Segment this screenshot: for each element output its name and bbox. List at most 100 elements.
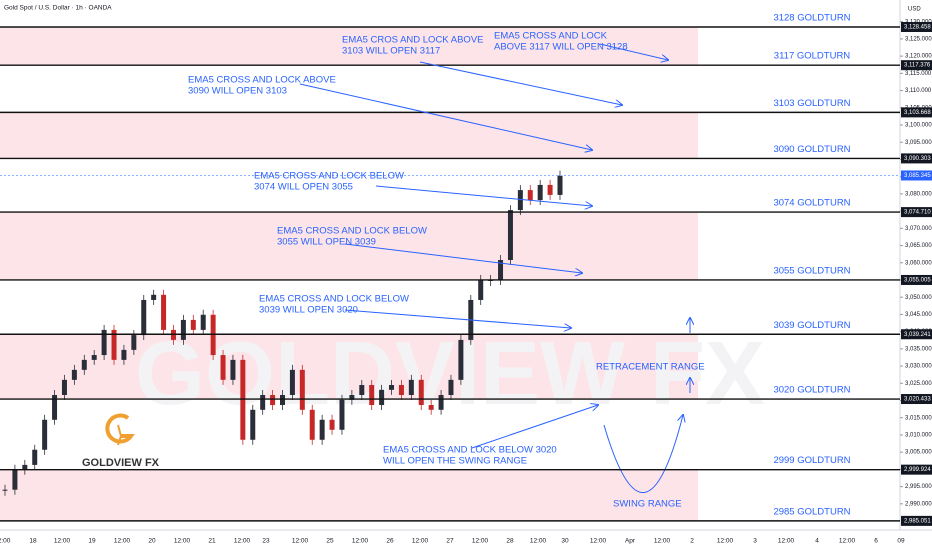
candle: [52, 395, 58, 420]
candle: [101, 329, 107, 356]
candle: [61, 379, 67, 396]
level-box: [901, 60, 932, 71]
candle: [71, 369, 77, 380]
y-tick-label: 3,045.000: [905, 312, 932, 318]
annotation: EMA5 CROSS AND LOCK BELOW: [277, 226, 427, 237]
candle: [280, 395, 285, 405]
candle: [289, 369, 295, 396]
candle: [32, 449, 38, 465]
x-tick-label: 28: [506, 538, 514, 545]
x-tick-label: 25: [326, 538, 334, 545]
annotation-arrow: [299, 83, 592, 150]
zone: [0, 469, 698, 521]
x-tick-label: 12:00: [234, 538, 251, 545]
candle: [319, 419, 325, 440]
annotation: 3055 WILL OPEN 3039: [277, 237, 376, 248]
level-label: 2,999.924: [904, 467, 931, 473]
x-tick-label: 12:00: [54, 538, 71, 545]
candle: [458, 339, 464, 380]
annotation-arrow: [599, 43, 668, 60]
candle: [230, 359, 236, 380]
zones: [0, 27, 698, 521]
candle: [418, 379, 424, 405]
annotation: EMA5 CROSS AND LOCK BELOW: [259, 294, 409, 305]
level-box: [901, 153, 932, 164]
candle: [151, 294, 157, 300]
level-label: 2,985.051: [904, 518, 931, 524]
candle: [81, 359, 87, 370]
x-tick-label: 12:00: [654, 538, 671, 545]
candle: [220, 355, 226, 380]
annotation: WILL OPEN THE SWING RANGE: [383, 456, 527, 467]
x-tick-label: 2:00: [0, 538, 11, 545]
candle: [250, 409, 256, 440]
level-box: [901, 464, 932, 475]
candle: [200, 314, 206, 330]
candle: [339, 399, 345, 430]
annotation-arrow: [344, 309, 571, 328]
candle: [438, 395, 444, 410]
level-name: 3117 GOLDTURN: [774, 51, 851, 62]
annotation: ABOVE 3117 WILL OPEN 3128: [494, 42, 628, 53]
x-tick-label: 6: [874, 538, 878, 545]
level-box: [901, 207, 932, 218]
y-tick-label: 3,080.000: [905, 191, 932, 197]
x-tick-label: 12:00: [472, 538, 489, 545]
level-name: 3090 GOLDTURN: [773, 144, 850, 155]
candle: [448, 379, 454, 396]
candle: [379, 389, 385, 405]
annotation: EMA5 CROSS AND LOCK BELOW: [254, 171, 404, 182]
annotation-arrow: [419, 61, 622, 105]
candle: [270, 395, 276, 405]
x-tick-label: 12:00: [352, 538, 369, 545]
annotation: EMA5 CROSS AND LOCK BELOW 3020: [383, 445, 557, 456]
symbol-header: Gold Spot / U.S. Dollar · 1h · OANDA: [4, 5, 112, 12]
candle: [517, 190, 523, 211]
level-name: 3020 GOLDTURN: [773, 385, 850, 396]
y-tick-label: 3,120.000: [905, 54, 932, 60]
candle: [547, 184, 553, 195]
watermark: GOLDVIEW FX: [135, 324, 765, 424]
x-tick-label: 3: [753, 538, 757, 545]
x-tick-label: 12:00: [590, 538, 607, 545]
candle: [507, 210, 513, 261]
x-tick-label: 18: [29, 538, 37, 545]
candle: [141, 299, 147, 336]
current-price-label: 3,085.345: [904, 173, 931, 179]
y-tick-label: 3,110.000: [905, 88, 932, 94]
candle: [398, 385, 404, 396]
candle: [498, 260, 504, 280]
candle: [12, 469, 18, 490]
level-label: 3,055.005: [904, 278, 931, 284]
x-tick-label: 30: [561, 538, 569, 545]
x-tick-label: 2: [690, 538, 694, 545]
candle: [557, 175, 563, 195]
candle: [329, 419, 335, 430]
annotation: EMA5 CROSS AND LOCK: [494, 31, 608, 42]
candle: [428, 404, 434, 410]
candle: [121, 349, 127, 360]
candle: [299, 369, 305, 410]
level-label: 3,117.376: [904, 63, 931, 69]
annotation: SWING RANGE: [613, 499, 682, 510]
candle: [478, 279, 484, 300]
x-tick-label: Apr: [625, 538, 636, 545]
candle: [408, 379, 414, 396]
level-box: [901, 515, 932, 526]
x-tick-label: 23: [262, 538, 270, 545]
logo: GOLDVIEW FX: [82, 413, 160, 469]
candle: [42, 419, 48, 450]
zone: [0, 112, 698, 159]
y-tick-label: 3,095.000: [905, 140, 932, 146]
x-tick-label: 26: [386, 538, 394, 545]
annotation: 3090 WILL OPEN 3103: [188, 86, 287, 97]
candle: [131, 335, 137, 350]
level-name: 2985 GOLDTURN: [773, 506, 850, 517]
x-tick-label: 20: [148, 538, 156, 545]
y-tick-label: 3,010.000: [905, 433, 932, 439]
x-tick-label: 12:00: [530, 538, 547, 545]
level-name: 3128 GOLDTURN: [773, 13, 850, 24]
x-tick-label: 12:00: [114, 538, 131, 545]
candle: [91, 355, 97, 360]
